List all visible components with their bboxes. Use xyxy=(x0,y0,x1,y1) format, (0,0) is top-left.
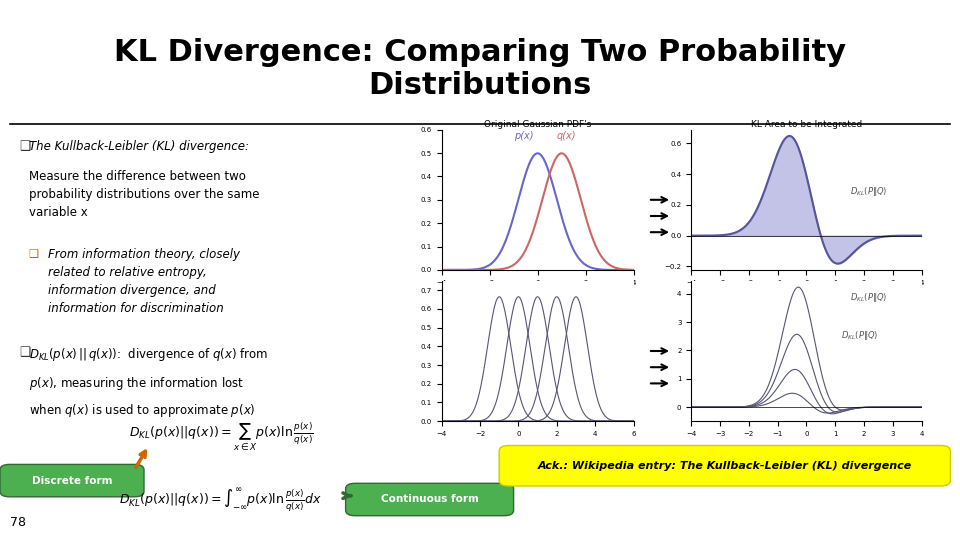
FancyBboxPatch shape xyxy=(346,483,514,516)
Text: $D_{KL}(p(x)\,||\,q(x))$:  divergence of $q(x)$ from: $D_{KL}(p(x)\,||\,q(x))$: divergence of … xyxy=(29,346,268,362)
Title: KL Area to be Integrated: KL Area to be Integrated xyxy=(751,120,862,129)
Text: ❑: ❑ xyxy=(19,346,31,359)
Text: From information theory, closely
related to relative entropy,
information diverg: From information theory, closely related… xyxy=(48,248,240,315)
Text: p(x): p(x) xyxy=(514,131,533,141)
Text: $D_{KL}(p(x)||q(x)) = \sum_{x \in X} p(x) \ln \frac{p(x)}{q(x)}$: $D_{KL}(p(x)||q(x)) = \sum_{x \in X} p(x… xyxy=(129,421,313,453)
Text: The Kullback-Leibler (KL) divergence:: The Kullback-Leibler (KL) divergence: xyxy=(29,140,249,153)
Text: when $q(x)$ is used to approximate $p(x)$: when $q(x)$ is used to approximate $p(x)… xyxy=(29,402,255,419)
Text: $D_{KL}(P\|Q)$: $D_{KL}(P\|Q)$ xyxy=(850,291,887,303)
Text: $D_{KL}(p(x)||q(x)) = \int_{-\infty}^{\infty} p(x) \ln \frac{p(x)}{q(x)} dx$: $D_{KL}(p(x)||q(x)) = \int_{-\infty}^{\i… xyxy=(119,486,323,514)
Title: Original Gaussian PDF's: Original Gaussian PDF's xyxy=(484,120,591,129)
Text: Continuous form: Continuous form xyxy=(381,495,479,504)
Text: 78: 78 xyxy=(10,516,26,529)
Text: Measure the difference between two
probability distributions over the same
varia: Measure the difference between two proba… xyxy=(29,170,259,219)
FancyBboxPatch shape xyxy=(0,464,144,497)
Text: q(x): q(x) xyxy=(557,131,576,141)
Text: KL Divergence: Comparing Two Probability
Distributions: KL Divergence: Comparing Two Probability… xyxy=(114,38,846,100)
FancyBboxPatch shape xyxy=(499,446,950,486)
Text: Discrete form: Discrete form xyxy=(32,476,112,485)
Text: $D_{KL}(P\|Q)$: $D_{KL}(P\|Q)$ xyxy=(850,185,887,198)
Text: $D_{KL}(P\|Q)$: $D_{KL}(P\|Q)$ xyxy=(841,329,878,342)
Text: ❑: ❑ xyxy=(19,140,31,153)
Text: Ack.: Wikipedia entry: The Kullback-Leibler (KL) divergence: Ack.: Wikipedia entry: The Kullback-Leib… xyxy=(538,461,912,471)
Text: ❑: ❑ xyxy=(29,248,38,259)
Text: $p(x)$, measuring the information lost: $p(x)$, measuring the information lost xyxy=(29,375,244,392)
